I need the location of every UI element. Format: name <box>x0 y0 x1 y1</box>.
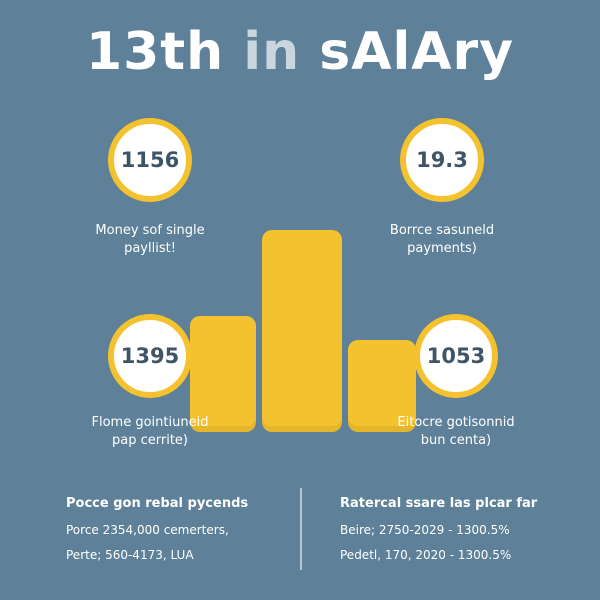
info-right: Ratercal ssare las plcar far Beire; 2750… <box>340 496 537 573</box>
stat-caption-3-line-2: pap cerrite) <box>112 433 188 448</box>
title-part-3: sAlAry <box>319 22 515 82</box>
stat-value-1: 1156 <box>120 148 180 172</box>
stat-caption-3: Flome gointiuneid pap cerrite) <box>50 414 250 450</box>
stat-circle-1: 1156 <box>108 118 192 202</box>
info-left-line-1: Porce 2354,000 cemerters, <box>66 523 229 537</box>
stat-value-4: 1053 <box>426 344 486 368</box>
left-bar <box>190 316 256 432</box>
stat-caption-1-line-1: Money sof single <box>95 223 205 238</box>
right-bar <box>348 340 416 432</box>
stat-caption-3-line-1: Flome gointiuneid <box>91 415 209 430</box>
stat-circle-4: 1053 <box>414 314 498 398</box>
stat-caption-1-line-2: payllist! <box>124 241 176 256</box>
divider <box>300 488 302 570</box>
stat-caption-1: Money sof single payllist! <box>50 222 250 258</box>
title-part-2: in <box>243 22 301 82</box>
stat-caption-4-line-2: bun centa) <box>420 433 492 448</box>
info-left: Pocce gon rebal pycends Porce 2354,000 c… <box>66 496 248 573</box>
stat-value-2: 19.3 <box>416 148 468 172</box>
stat-caption-2-line-2: payments) <box>407 241 477 256</box>
stat-caption-2-line-1: Borrce sasuneld <box>389 223 495 238</box>
info-left-heading: Pocce gon rebal pycends <box>66 496 249 511</box>
stat-caption-4: Eitocre gotisonnid bun centa) <box>356 414 556 450</box>
center-bar <box>262 230 342 432</box>
stat-circle-2: 19.3 <box>400 118 484 202</box>
stat-circle-3: 1395 <box>108 314 192 398</box>
stat-caption-4-line-1: Eitocre gotisonnid <box>397 415 515 430</box>
info-right-heading: Ratercal ssare las plcar far <box>340 496 538 511</box>
stat-caption-2: Borrce sasuneld payments) <box>342 222 542 258</box>
info-left-line-2: Perte; 560-4173, LUA <box>66 548 194 562</box>
stat-value-3: 1395 <box>120 344 180 368</box>
page-title: 13th in sAlAry <box>0 22 600 82</box>
title-part-1: 13th <box>85 22 225 82</box>
info-right-line-1: Beire; 2750-2029 - 1300.5% <box>340 523 510 537</box>
info-right-line-2: Pedetl, 170, 2020 - 1300.5% <box>340 548 512 562</box>
